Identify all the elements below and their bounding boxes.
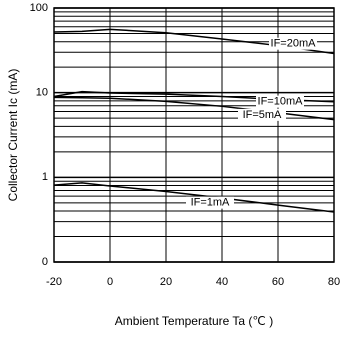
x-tick-label: -20 (46, 276, 62, 288)
x-axis-title: Ambient Temperature Ta (℃ ) (115, 314, 273, 328)
series-label: IF=1mA (191, 197, 230, 209)
y-tick-label: 100 (30, 2, 48, 14)
y-tick-label: 10 (36, 87, 48, 99)
series-line (53, 182, 335, 213)
plot-frame (53, 7, 335, 263)
label-bg (269, 37, 317, 50)
label-bg (238, 108, 286, 121)
x-tick-label: 20 (160, 276, 172, 288)
y-tick-label: 0 (42, 256, 48, 268)
series-label: IF=20mA (271, 38, 317, 50)
series-label: IF=10mA (258, 96, 304, 108)
label-bg (256, 95, 304, 108)
label-bg (186, 196, 234, 209)
x-tick-label: 40 (216, 276, 228, 288)
x-tick-label: 80 (328, 276, 340, 288)
series-label: IF=5mA (243, 109, 282, 121)
x-tick-label: 0 (107, 276, 113, 288)
y-tick-label: 1 (42, 171, 48, 183)
x-tick-label: 60 (272, 276, 284, 288)
y-axis-title: Collector Current Ic (mA) (6, 69, 20, 202)
